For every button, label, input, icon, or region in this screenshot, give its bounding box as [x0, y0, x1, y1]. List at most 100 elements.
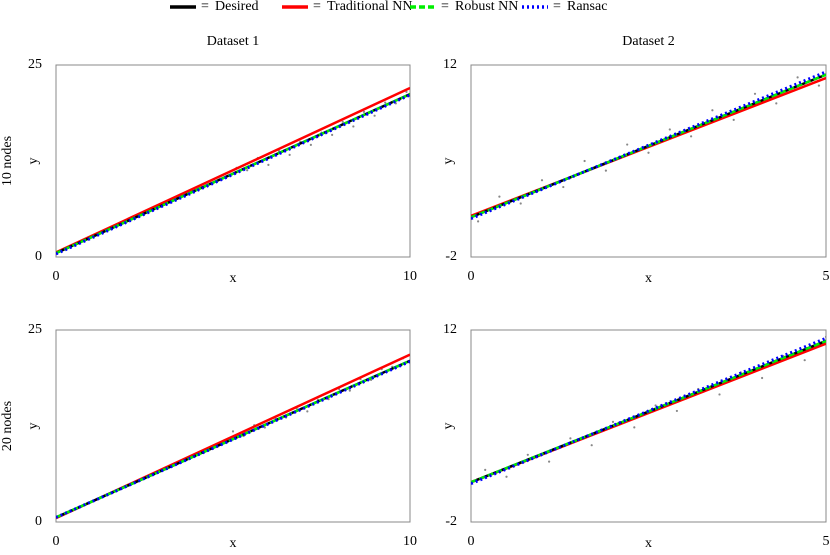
scatter-point	[341, 120, 344, 123]
scatter-point	[604, 169, 608, 172]
panel-title: Dataset 2	[622, 34, 674, 49]
x-tick-label: 0	[468, 269, 475, 284]
scatter-point	[540, 179, 544, 182]
scatter-point	[331, 133, 334, 136]
scatter-point	[761, 376, 764, 380]
scatter-point	[711, 109, 714, 112]
legend-label: Desired	[215, 0, 259, 14]
scatter-point	[775, 102, 778, 105]
y-tick-label: -2	[445, 249, 457, 264]
x-tick-label: 0	[53, 534, 60, 549]
scatter-point	[373, 114, 376, 117]
legend-label: Ransac	[567, 0, 607, 14]
scatter-point	[796, 76, 799, 79]
row-label: 10 nodes	[0, 136, 15, 186]
series-line	[56, 93, 410, 255]
row-label: 20 nodes	[0, 401, 15, 451]
y-tick-label: 25	[28, 57, 42, 72]
scatter-point	[626, 143, 629, 146]
plot-area	[471, 70, 826, 223]
scatter-point	[668, 128, 671, 131]
series-line	[471, 336, 826, 485]
scatter-point	[690, 135, 693, 138]
y-axis-label: y	[441, 158, 456, 165]
scatter-point	[654, 404, 657, 407]
scatter-point	[590, 444, 593, 447]
legend-label: Traditional NN	[327, 0, 412, 14]
plot-area	[56, 86, 410, 256]
scatter-point	[569, 437, 572, 440]
series-line	[56, 359, 410, 519]
scatter-point	[583, 159, 586, 163]
x-tick-label: 0	[468, 534, 475, 549]
legend-separator: =	[201, 0, 209, 14]
scatter-point	[231, 430, 235, 433]
y-axis-label: y	[441, 423, 456, 430]
scatter-point	[647, 151, 650, 154]
scatter-point	[824, 335, 826, 338]
scatter-point	[817, 84, 821, 87]
y-tick-label: 12	[443, 322, 457, 337]
scatter-point	[288, 153, 291, 156]
plot-area	[471, 335, 826, 485]
scatter-point	[526, 453, 529, 456]
x-tick-label: 10	[403, 269, 417, 284]
scatter-point	[306, 410, 309, 413]
scatter-point	[267, 163, 270, 166]
scatter-point	[498, 195, 501, 198]
scatter-point	[362, 110, 366, 113]
plot-area	[56, 353, 410, 520]
x-tick-label: 0	[53, 269, 60, 284]
y-tick-label: 25	[28, 322, 42, 337]
plot-frame	[470, 64, 827, 258]
plot-frame	[470, 329, 827, 523]
scatter-point	[753, 92, 757, 95]
scatter-point	[718, 393, 721, 396]
y-tick-label: -2	[445, 514, 457, 529]
legend-separator: =	[441, 0, 449, 14]
legend-separator: =	[313, 0, 321, 14]
scatter-point	[246, 169, 249, 172]
plot-frame	[55, 64, 411, 258]
scatter-point	[548, 460, 551, 463]
plot-frame	[55, 329, 411, 523]
panel-title: Dataset 1	[207, 34, 259, 49]
x-axis-label: x	[230, 271, 237, 286]
scatter-point	[633, 426, 636, 429]
scatter-point	[611, 420, 615, 423]
y-axis-label: y	[26, 423, 41, 430]
scatter-point	[732, 118, 735, 121]
panel: 0 5 -2 12 x y	[441, 322, 830, 551]
scatter-point	[675, 409, 679, 413]
y-tick-label: 0	[35, 249, 42, 264]
y-axis-label: y	[26, 158, 41, 165]
scatter-point	[803, 359, 806, 362]
scatter-point	[348, 389, 351, 392]
scatter-point	[519, 202, 522, 205]
x-axis-label: x	[645, 271, 652, 286]
y-tick-label: 12	[443, 57, 457, 72]
scatter-point	[309, 143, 312, 146]
legend-separator: =	[553, 0, 561, 14]
scatter-point	[505, 475, 508, 478]
scatter-point	[352, 125, 355, 128]
series-line	[471, 70, 826, 220]
panel: Dataset 1 10 nodes 0 10 0 25 x y	[0, 34, 417, 286]
scatter-point	[477, 220, 480, 223]
x-tick-label: 5	[823, 269, 830, 284]
y-tick-label: 0	[35, 514, 42, 529]
x-axis-label: x	[230, 536, 237, 550]
scatter-point	[405, 90, 408, 93]
scatter-point	[263, 426, 266, 429]
panel: Dataset 2 0 5 -2 12 x y	[441, 34, 829, 286]
legend-label: Robust NN	[455, 0, 518, 14]
scatter-point	[562, 185, 565, 189]
panel: 20 nodes 0 10 0 25 x y	[0, 322, 417, 551]
x-tick-label: 10	[403, 534, 417, 549]
scatter-point	[384, 101, 387, 104]
series-line	[56, 86, 410, 254]
scatter-point	[484, 468, 487, 471]
x-axis-label: x	[645, 536, 652, 550]
x-tick-label: 5	[823, 534, 830, 549]
